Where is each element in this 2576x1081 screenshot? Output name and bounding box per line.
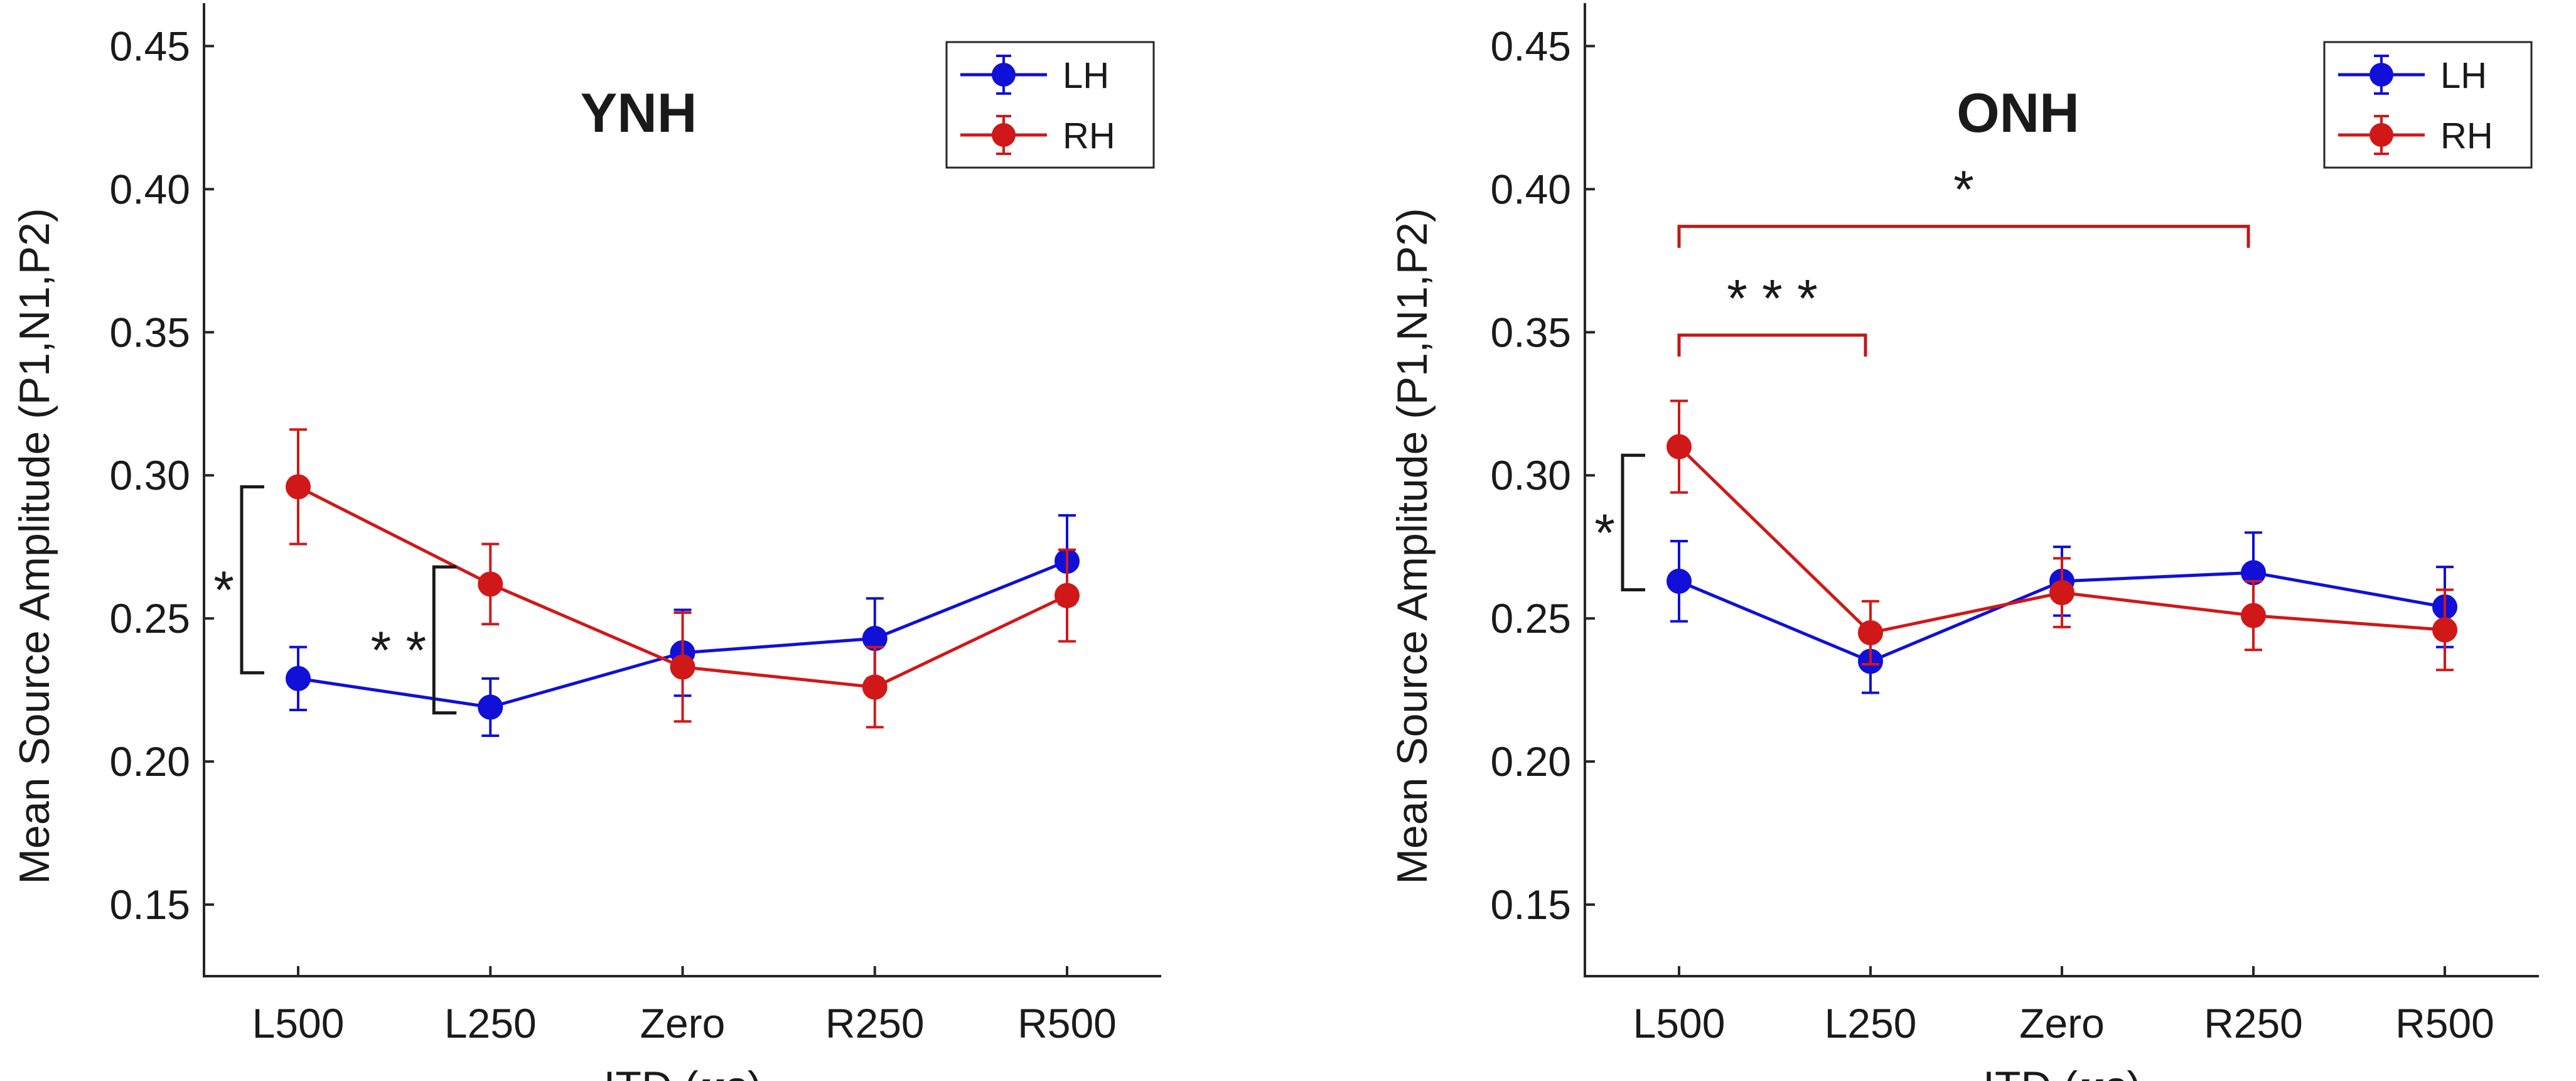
y-tick-label: 0.40 bbox=[1491, 166, 1571, 212]
bracket-line bbox=[1677, 333, 1867, 357]
legend: LH RH bbox=[2323, 41, 2533, 169]
x-axis-label-prefix: ITD ( bbox=[1983, 1063, 2078, 1081]
x-tick-label: L250 bbox=[1825, 1000, 1917, 1046]
legend-label: LH bbox=[2440, 55, 2487, 96]
legend-label: RH bbox=[1063, 116, 1115, 156]
x-axis-label: ITD (μs) bbox=[604, 1063, 762, 1081]
y-tick-label: 0.15 bbox=[1491, 881, 1571, 928]
data-point bbox=[862, 674, 888, 700]
x-tick-label: R250 bbox=[2204, 1000, 2303, 1046]
significance-bracket: * * * bbox=[1677, 269, 1867, 357]
significance-label: * * * bbox=[1727, 269, 1818, 328]
legend-marker bbox=[992, 123, 1016, 147]
series-rh bbox=[1666, 399, 2457, 672]
panel-title: YNH bbox=[581, 82, 697, 144]
panel-title: ONH bbox=[1956, 82, 2080, 144]
legend-marker bbox=[2369, 63, 2393, 87]
data-point bbox=[478, 694, 503, 720]
y-tick-label: 0.40 bbox=[110, 166, 190, 212]
data-point bbox=[1055, 583, 1080, 608]
data-point bbox=[1858, 620, 1883, 645]
significance-label: * bbox=[213, 561, 234, 620]
x-tick-label: R500 bbox=[1017, 1000, 1117, 1046]
significance-label: * bbox=[1953, 160, 1974, 219]
data-point bbox=[2432, 617, 2457, 643]
axes-frame bbox=[203, 3, 1161, 977]
x-tick-label: L500 bbox=[252, 1000, 345, 1046]
y-axis-label: Mean Source Amplitude (P1,N1,P2) bbox=[1388, 208, 1436, 884]
legend-box bbox=[2323, 41, 2533, 169]
y-tick-label: 0.20 bbox=[110, 738, 190, 785]
data-point bbox=[2049, 580, 2074, 606]
y-tick-label: 0.30 bbox=[110, 452, 190, 498]
x-tick-label: L500 bbox=[1633, 1000, 1725, 1046]
significance-bracket: * bbox=[213, 485, 264, 675]
data-point bbox=[286, 474, 311, 500]
data-point bbox=[1666, 568, 1692, 594]
data-point bbox=[286, 665, 311, 691]
significance-bracket: * bbox=[1594, 453, 1645, 592]
significance-label: * bbox=[1594, 503, 1615, 562]
x-axis-label-suffix: s) bbox=[2105, 1063, 2141, 1081]
y-tick-label: 0.35 bbox=[1491, 309, 1571, 355]
legend-box bbox=[945, 41, 1155, 169]
x-axis-label-prefix: ITD ( bbox=[604, 1063, 699, 1081]
x-tick-label: L250 bbox=[444, 1000, 537, 1046]
x-axis-label: ITD (μs) bbox=[1983, 1063, 2141, 1081]
x-tick-label: Zero bbox=[640, 1000, 726, 1046]
axes-frame bbox=[1584, 3, 2539, 977]
y-tick-label: 0.35 bbox=[110, 309, 190, 355]
bracket-line bbox=[240, 485, 264, 675]
legend: LH RH bbox=[945, 41, 1155, 169]
x-tick-label: R250 bbox=[825, 1000, 925, 1046]
data-point bbox=[1666, 434, 1692, 460]
y-tick-label: 0.25 bbox=[1491, 595, 1571, 642]
data-point bbox=[2241, 603, 2266, 628]
series-rh bbox=[286, 428, 1080, 729]
y-tick-label: 0.45 bbox=[1491, 23, 1571, 69]
y-tick-label: 0.25 bbox=[110, 595, 190, 642]
legend-label: RH bbox=[2440, 116, 2493, 156]
x-axis-label-mu: μ bbox=[699, 1063, 726, 1081]
y-tick-label: 0.30 bbox=[1491, 452, 1571, 498]
chart-panel-onh: 0.15 0.20 0.25 0.30 0.35 0.40 0.45 L500 L250 Zero… bbox=[1388, 3, 2539, 1081]
x-tick-label: Zero bbox=[2019, 1000, 2105, 1046]
y-tick-label: 0.45 bbox=[110, 23, 190, 69]
y-axis-label: Mean Source Amplitude (P1,N1,P2) bbox=[11, 208, 58, 884]
bracket-line bbox=[1677, 225, 2250, 248]
y-tick-label: 0.20 bbox=[1491, 738, 1571, 785]
significance-label: * * bbox=[371, 620, 427, 679]
x-tick-label: R500 bbox=[2395, 1000, 2494, 1046]
x-axis-label-suffix: s) bbox=[726, 1063, 762, 1081]
bracket-line bbox=[432, 565, 457, 715]
y-tick-label: 0.15 bbox=[110, 881, 190, 928]
legend-marker bbox=[2369, 123, 2393, 147]
data-point bbox=[670, 654, 695, 680]
significance-bracket: * * bbox=[371, 565, 457, 715]
data-point bbox=[478, 571, 503, 597]
legend-marker bbox=[992, 63, 1016, 87]
legend-label: LH bbox=[1063, 55, 1109, 96]
chart-panel-ynh: 0.15 0.20 0.25 0.30 0.35 0.40 0.45 L500 L250 Zero… bbox=[11, 3, 1161, 1081]
bracket-line bbox=[1621, 453, 1645, 592]
significance-bracket: * bbox=[1677, 160, 2250, 248]
x-axis-label-mu: μ bbox=[2078, 1063, 2105, 1081]
